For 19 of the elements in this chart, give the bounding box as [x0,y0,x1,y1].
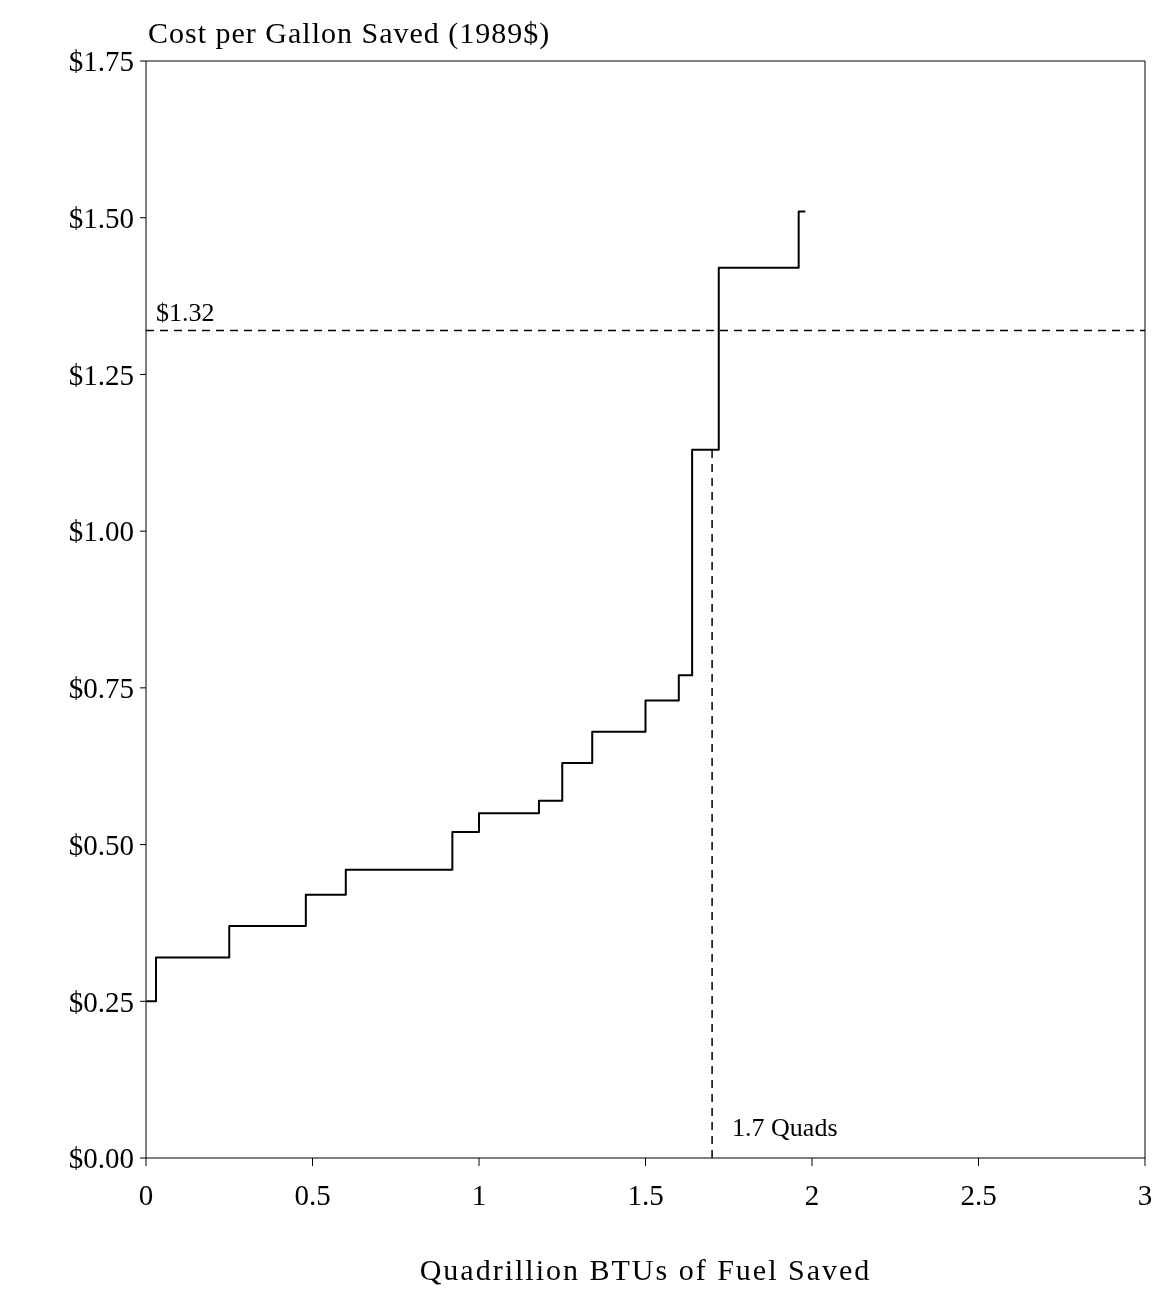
y-tick-label: $1.75 [68,45,134,78]
chart-title: Cost per Gallon Saved (1989$) [148,16,551,50]
x-tick-label: 3 [1137,1178,1153,1211]
y-tick-label: $0.00 [68,1142,134,1175]
ref-line-label: $1.32 [156,297,215,327]
y-tick-label: $1.50 [68,202,134,235]
x-tick-label: 0.5 [294,1178,331,1211]
x-tick-label: 1 [471,1178,487,1211]
y-tick-label: $0.50 [68,828,134,861]
y-tick-label: $0.25 [68,985,134,1018]
x-tick-label: 2.5 [960,1178,997,1211]
y-tick-label: $1.25 [68,358,134,391]
y-tick-label: $1.00 [68,515,134,548]
x-tick-label: 1.5 [627,1178,664,1211]
ref-line-label: 1.7 Quads [732,1113,838,1142]
x-axis-title: Quadrillion BTUs of Fuel Saved [419,1253,872,1286]
x-tick-label: 0 [138,1178,154,1211]
y-tick-label: $0.75 [68,672,134,705]
x-tick-label: 2 [804,1178,820,1211]
